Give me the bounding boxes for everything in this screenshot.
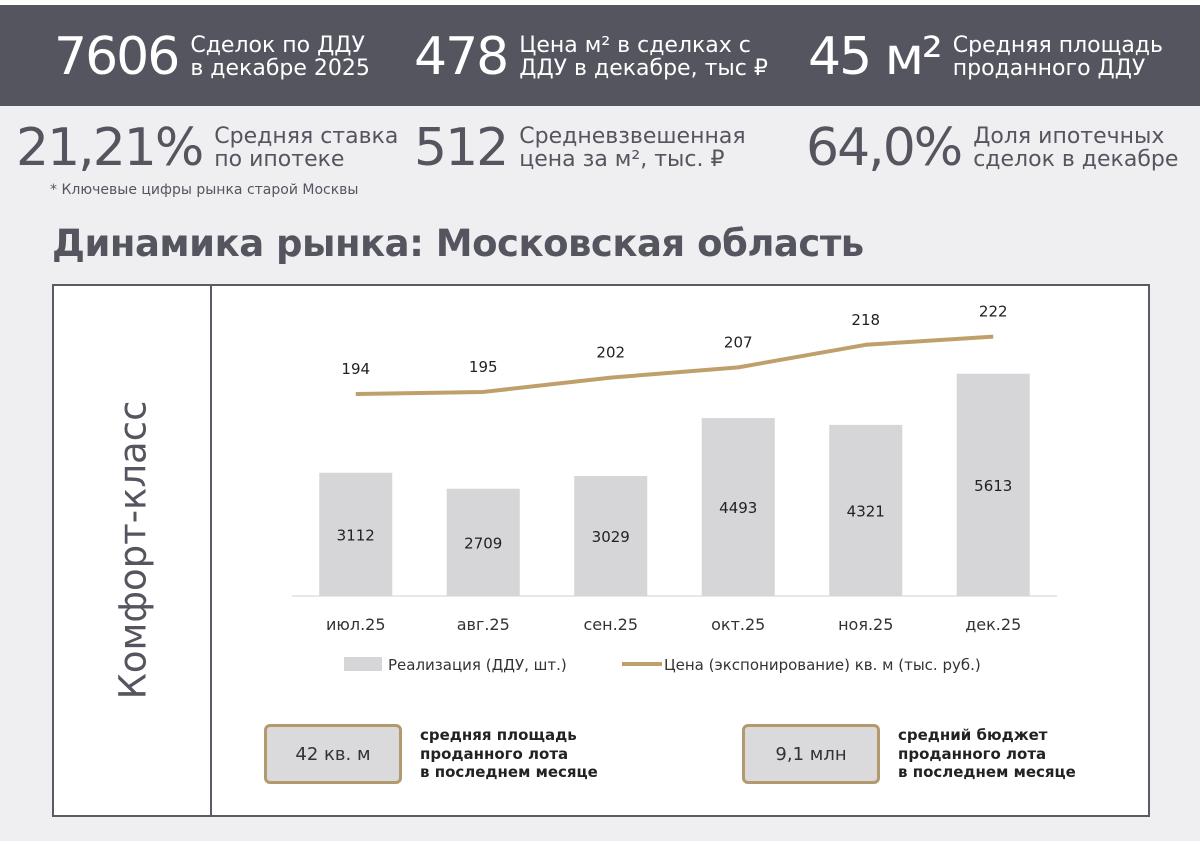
legend-line-label: Цена (экспонирование) кв. м (тыс. руб.) xyxy=(664,656,981,674)
stat-value: 45 м² xyxy=(808,27,943,87)
bar-3 xyxy=(574,476,648,596)
stat-avg-area: 45 м² Средняя площадь проданного ДДУ xyxy=(808,31,1163,83)
x-tick-label: июл.25 xyxy=(326,615,386,634)
x-tick-label: авг.25 xyxy=(457,615,510,634)
bar-6 xyxy=(956,373,1030,596)
combo-chart: 3112 июл.25 2709 авг.25 3029 сен.25 4493 окт.25… xyxy=(292,303,1057,674)
chart-panel: Комфорт-класс 3112 июл.25 2709 авг.25 3029 се… xyxy=(52,284,1150,817)
line-value-label: 222 xyxy=(979,303,1008,321)
bar-5 xyxy=(829,424,903,596)
bar-value-label: 2709 xyxy=(464,534,502,552)
stat-label: Цена м² в сделках с ДДУ в декабре, тыс ₽ xyxy=(519,32,768,81)
stat-value: 64,0% xyxy=(806,118,963,178)
segment-label: Комфорт-класс xyxy=(111,400,155,700)
bar-value-label: 5613 xyxy=(974,477,1012,495)
stat-label: Доля ипотечных сделок в декабре xyxy=(973,123,1179,172)
segment-side: Комфорт-класс xyxy=(54,286,212,815)
x-tick-label: сен.25 xyxy=(583,615,638,634)
line-value-label: 218 xyxy=(851,311,880,329)
stat-label: Средневзвешенная цена за м², тыс. ₽ xyxy=(519,123,746,172)
bar-value-label: 4493 xyxy=(719,499,757,517)
line-value-label: 207 xyxy=(724,333,753,351)
top-edge-line xyxy=(0,0,1200,5)
x-tick-label: окт.25 xyxy=(711,615,765,634)
x-tick-label: ноя.25 xyxy=(838,615,893,634)
stat-value: 7606 xyxy=(54,27,180,87)
bar-1 xyxy=(319,472,393,596)
price-line xyxy=(355,334,994,396)
bar-value-label: 3029 xyxy=(592,528,630,546)
summary-area: 42 кв. м средняя площадь проданного лота… xyxy=(264,724,598,784)
summary-area-value: 42 кв. м xyxy=(264,724,402,784)
legend-bar-label: Реализация (ДДУ, шт.) xyxy=(388,656,567,674)
stat-label: Средняя ставка по ипотеке xyxy=(214,123,399,172)
line-value-label: 195 xyxy=(469,358,498,376)
stat-price-ddu: 478 Цена м² в сделках с ДДУ в декабре, т… xyxy=(414,31,768,83)
summary-area-text: средняя площадь проданного лота в послед… xyxy=(420,725,598,782)
summary-budget: 9,1 млн средний бюджет проданного лота в… xyxy=(742,724,1076,784)
line-value-label: 202 xyxy=(596,344,625,362)
summary-budget-text: средний бюджет проданного лота в последн… xyxy=(898,725,1076,782)
stat-deals: 7606 Сделок по ДДУ в декабре 2025 xyxy=(54,31,370,83)
line-value-label: 194 xyxy=(341,360,370,378)
bar-value-label: 3112 xyxy=(337,526,375,544)
stat-label: Сделок по ДДУ в декабре 2025 xyxy=(190,32,370,81)
summary-budget-value: 9,1 млн xyxy=(742,724,880,784)
chart-area: 3112 июл.25 2709 авг.25 3029 сен.25 4493 окт.25… xyxy=(212,286,1148,815)
section-title: Динамика рынка: Московская область xyxy=(52,222,864,265)
stat-value: 478 xyxy=(414,27,509,87)
bar-2 xyxy=(446,488,520,596)
stat-value: 21,21% xyxy=(16,118,204,178)
footnote: * Ключевые цифры рынка старой Москвы xyxy=(50,182,359,198)
bar-4 xyxy=(701,418,775,596)
stat-label: Средняя площадь проданного ДДУ xyxy=(952,32,1163,81)
x-tick-label: дек.25 xyxy=(965,615,1021,634)
bar-value-label: 4321 xyxy=(847,502,885,520)
stat-value: 512 xyxy=(414,118,509,178)
stat-mortgage-rate: 21,21% Средняя ставка по ипотеке xyxy=(16,122,398,174)
stat-mortgage-share: 64,0% Доля ипотечных сделок в декабре xyxy=(806,122,1178,174)
legend-bar-swatch xyxy=(344,657,382,671)
stat-weighted-price: 512 Средневзвешенная цена за м², тыс. ₽ xyxy=(414,122,746,174)
header-band: 7606 Сделок по ДДУ в декабре 2025 478 Це… xyxy=(0,5,1200,106)
